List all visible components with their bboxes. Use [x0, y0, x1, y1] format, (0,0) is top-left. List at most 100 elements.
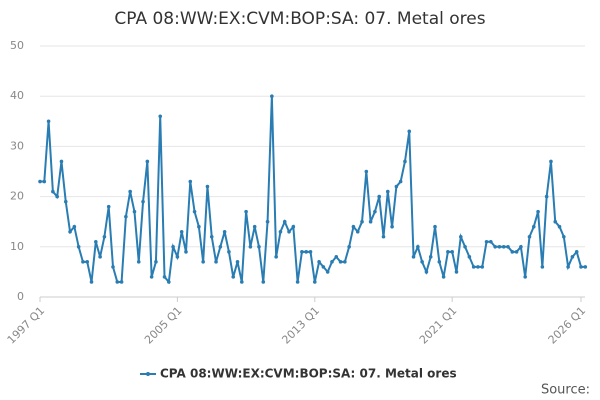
x-tick-label: 2013 Q1	[279, 304, 322, 347]
data-point	[574, 250, 579, 254]
data-point	[76, 245, 81, 249]
data-point	[270, 94, 274, 98]
source: Source:	[541, 383, 590, 398]
y-tick-label: 10	[10, 240, 24, 253]
data-point	[489, 239, 493, 244]
data-point	[338, 260, 343, 264]
data-point	[149, 275, 154, 279]
data-point	[325, 270, 330, 274]
data-point	[351, 224, 356, 229]
data-point	[583, 265, 588, 269]
data-point	[81, 260, 85, 264]
data-point	[407, 129, 412, 134]
data-point	[312, 280, 317, 284]
data-point	[467, 255, 472, 259]
data-point	[476, 265, 480, 269]
data-point	[46, 119, 51, 124]
data-point	[553, 219, 558, 224]
data-point	[398, 179, 403, 184]
data-point	[132, 209, 137, 214]
data-point	[175, 255, 180, 259]
data-point	[454, 270, 459, 274]
data-point	[102, 234, 107, 239]
data-point	[205, 184, 210, 189]
data-point	[111, 265, 115, 269]
data-point	[248, 245, 253, 249]
data-point	[506, 245, 510, 249]
data-point	[192, 209, 197, 214]
data-point	[446, 250, 450, 254]
data-point	[98, 255, 102, 259]
data-point	[566, 265, 570, 269]
data-point	[411, 255, 416, 259]
data-point	[343, 260, 347, 264]
data-point	[519, 245, 523, 249]
data-point	[420, 260, 424, 264]
data-point	[59, 159, 64, 164]
data-point	[136, 260, 141, 264]
data-point	[450, 250, 454, 254]
data-point	[154, 260, 158, 264]
series-line	[40, 96, 586, 285]
data-point	[51, 189, 55, 194]
data-point	[72, 224, 77, 229]
data-point	[218, 245, 223, 249]
data-point	[222, 229, 227, 234]
data-point	[197, 224, 201, 229]
data-point	[162, 275, 167, 279]
data-point	[89, 280, 94, 284]
data-point	[287, 229, 291, 234]
data-point	[201, 260, 205, 264]
data-point	[291, 224, 296, 229]
data-point	[295, 280, 300, 284]
data-point	[282, 219, 287, 224]
data-point	[373, 209, 377, 214]
y-tick-label: 40	[10, 89, 24, 102]
data-point	[416, 245, 420, 249]
data-point	[433, 224, 437, 229]
data-point	[536, 209, 540, 214]
data-point	[527, 234, 532, 239]
data-point	[390, 224, 394, 229]
data-point	[381, 234, 386, 239]
y-tick-label: 0	[17, 290, 24, 303]
data-point	[514, 250, 519, 254]
y-tick-label: 20	[10, 190, 24, 203]
data-point	[557, 224, 562, 229]
data-point	[119, 280, 124, 284]
data-point	[493, 245, 497, 249]
data-point	[463, 245, 467, 249]
data-point	[63, 199, 68, 204]
data-point	[141, 199, 145, 204]
data-point	[158, 114, 163, 119]
x-tick-label: 2026 Q1	[546, 304, 589, 347]
data-point	[42, 179, 47, 184]
data-point	[252, 224, 257, 229]
x-tick-label: 2005 Q1	[142, 304, 185, 347]
data-point	[274, 255, 278, 259]
data-point	[347, 245, 351, 249]
data-point	[364, 169, 369, 174]
legend-label: CPA 08:WW:EX:CVM:BOP:SA: 07. Metal ores	[160, 367, 457, 381]
data-point	[540, 265, 545, 269]
data-point	[308, 250, 313, 254]
data-point	[55, 194, 59, 199]
chart-title: CPA 08:WW:EX:CVM:BOP:SA: 07. Metal ores	[114, 9, 485, 29]
legend-marker	[146, 372, 150, 376]
data-point	[261, 280, 266, 284]
data-point	[570, 255, 575, 259]
data-point	[304, 250, 309, 254]
data-point	[265, 219, 270, 224]
data-point	[523, 275, 527, 279]
data-point	[214, 260, 218, 264]
data-point	[227, 250, 231, 254]
data-point	[428, 255, 433, 259]
data-point	[171, 245, 175, 249]
data-point	[424, 270, 429, 274]
data-point	[300, 250, 304, 254]
x-tick-label: 1997 Q1	[5, 304, 48, 347]
data-point	[145, 159, 150, 164]
data-point	[497, 245, 502, 249]
data-point	[184, 250, 188, 254]
